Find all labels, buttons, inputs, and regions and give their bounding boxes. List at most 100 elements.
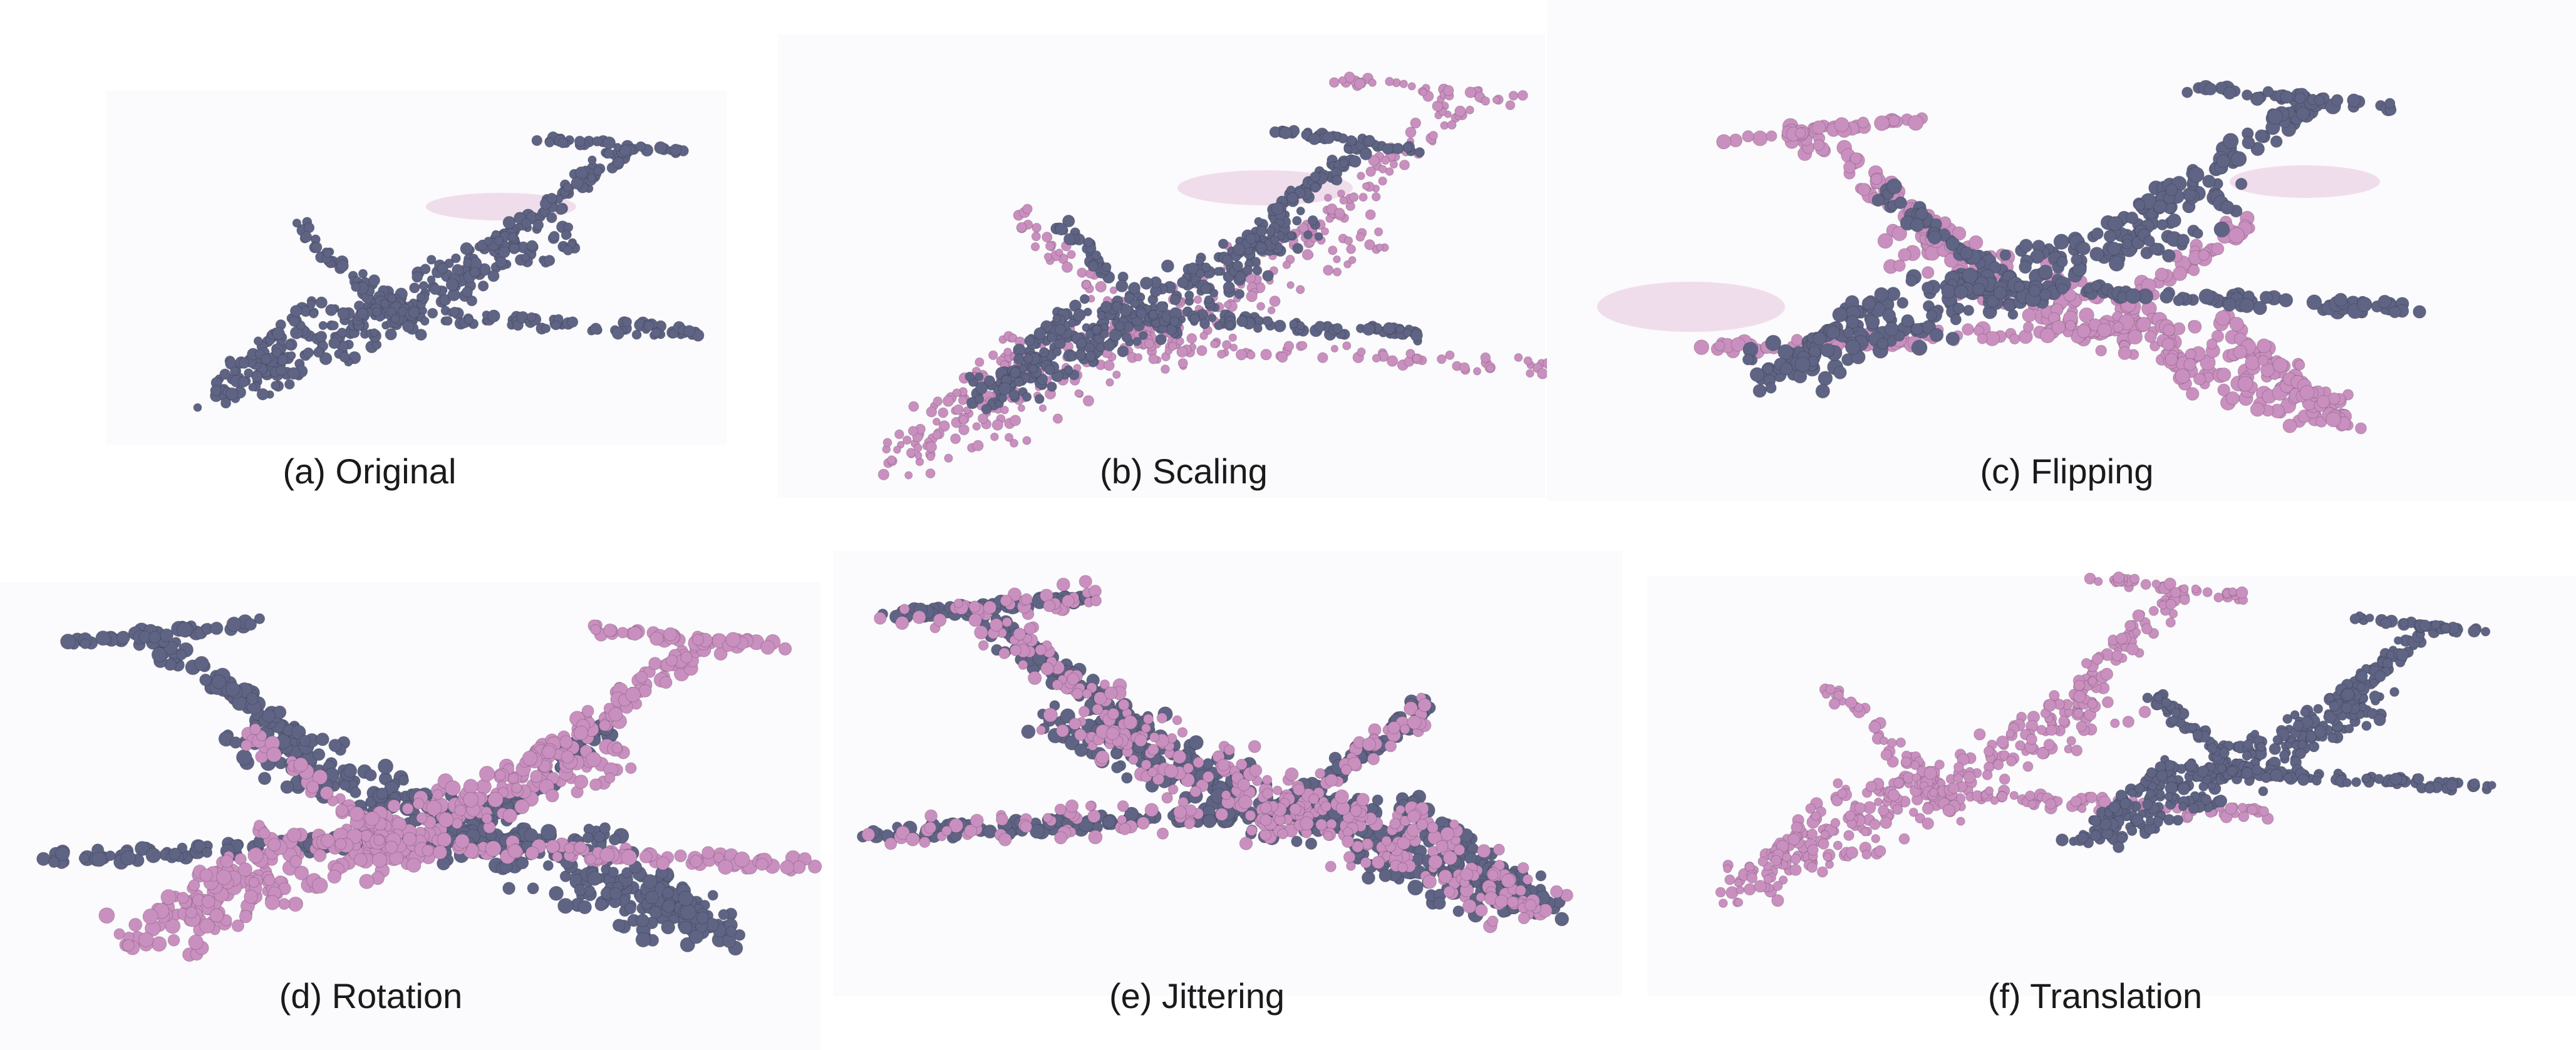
point (670, 143, 682, 156)
point (1087, 260, 1099, 272)
point (202, 895, 215, 908)
point (2216, 368, 2232, 382)
point (508, 242, 520, 255)
point (1730, 337, 1746, 352)
point (1276, 231, 1286, 240)
point (1941, 284, 1956, 299)
point (2175, 368, 2190, 384)
point (692, 634, 704, 646)
point (1884, 321, 1899, 337)
point (248, 383, 257, 392)
point (574, 775, 589, 790)
point (1368, 78, 1377, 87)
point (280, 780, 294, 794)
point (415, 329, 427, 341)
point (1314, 321, 1326, 332)
point (527, 312, 537, 322)
point (713, 852, 725, 863)
point (2255, 129, 2268, 143)
point (225, 681, 241, 697)
point (1270, 235, 1280, 245)
point (1090, 595, 1102, 607)
point (2217, 383, 2230, 397)
point (574, 841, 587, 854)
point (2144, 330, 2157, 343)
point (1091, 250, 1102, 260)
point (1121, 332, 1132, 343)
point (194, 656, 209, 671)
point (1476, 892, 1486, 902)
point (95, 631, 111, 646)
point (575, 166, 588, 180)
point (48, 857, 59, 868)
point (226, 616, 242, 632)
point (1472, 367, 1482, 376)
point (953, 404, 964, 415)
point (526, 240, 538, 252)
point (778, 642, 792, 656)
point (116, 631, 130, 645)
point (1062, 214, 1075, 228)
point (611, 327, 624, 340)
point (426, 800, 442, 816)
point (678, 890, 694, 907)
point (177, 622, 193, 638)
point (387, 799, 401, 813)
point (1339, 196, 1348, 205)
point (734, 851, 750, 868)
point (1038, 347, 1050, 358)
point (1203, 771, 1214, 783)
point (2019, 260, 2032, 274)
point (1149, 732, 1160, 743)
point (1132, 337, 1142, 346)
point (1043, 708, 1058, 723)
point (1952, 226, 1967, 241)
point (1271, 202, 1285, 215)
point (926, 441, 938, 453)
point (1010, 414, 1022, 426)
point (508, 232, 518, 242)
point (1328, 245, 1338, 255)
point (412, 798, 425, 810)
point (1752, 130, 1768, 147)
point (1064, 735, 1080, 751)
point (1229, 343, 1238, 352)
point (1813, 139, 1825, 151)
point (2051, 320, 2066, 335)
point (370, 328, 379, 337)
point (1259, 828, 1271, 841)
point (1871, 193, 1885, 207)
point (1085, 351, 1097, 362)
point (894, 429, 904, 440)
point (552, 851, 563, 862)
point (617, 627, 629, 639)
point (365, 769, 377, 781)
point (631, 329, 642, 340)
point (1766, 130, 1777, 142)
point (1320, 227, 1330, 236)
point (2316, 395, 2330, 409)
point (1034, 394, 1045, 404)
point (958, 395, 968, 406)
point (2077, 241, 2091, 255)
point (625, 687, 641, 703)
point (1296, 285, 1305, 294)
point (1429, 131, 1438, 140)
point (1204, 295, 1213, 304)
point (1359, 148, 1372, 161)
point (502, 808, 518, 823)
point (2282, 418, 2297, 433)
point (288, 316, 300, 327)
point (160, 889, 177, 905)
point (2071, 254, 2082, 266)
point (2192, 228, 2203, 239)
point (983, 600, 997, 615)
point (1161, 364, 1170, 374)
point (349, 806, 365, 821)
point (1013, 627, 1027, 641)
point (2220, 200, 2235, 215)
point (1262, 270, 1274, 282)
point (1343, 145, 1353, 154)
point (546, 212, 557, 224)
point (643, 874, 658, 889)
